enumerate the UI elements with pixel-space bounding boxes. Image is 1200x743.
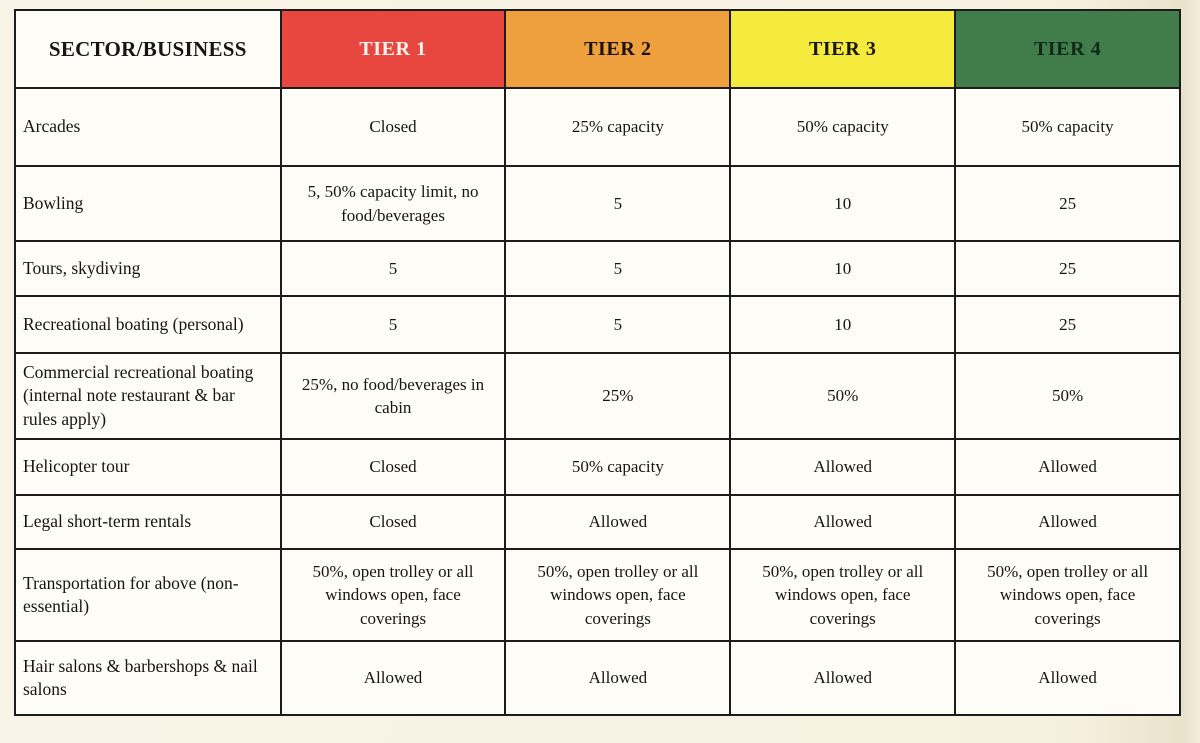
sector-cell: Legal short-term rentals bbox=[14, 494, 282, 550]
tier-2-value-cell: 25% capacity bbox=[504, 87, 732, 167]
tier-4-value-cell: 50% bbox=[954, 352, 1181, 440]
tier-4-value-cell: 50% capacity bbox=[954, 87, 1181, 167]
tier-3-value-cell: Allowed bbox=[729, 640, 957, 716]
tier-3-value-cell: 10 bbox=[729, 165, 957, 242]
tier-1-value-cell: 5, 50% capacity limit, no food/beverages bbox=[279, 165, 507, 242]
tier-1-value-cell: 5 bbox=[279, 240, 507, 297]
table-body: Arcades Closed 25% capacity 50% capacity 50%… bbox=[14, 87, 1181, 716]
tier-3-header: TIER 3 bbox=[729, 9, 957, 89]
sector-cell: Helicopter tour bbox=[14, 438, 282, 496]
sector-cell: Tours, skydiving bbox=[14, 240, 282, 297]
tier-4-value-cell: 50%, open trolley or all windows open, f… bbox=[954, 548, 1181, 642]
table-row: Tours, skydiving 5 5 10 25 bbox=[14, 240, 1181, 297]
tier-4-value-cell: Allowed bbox=[954, 640, 1181, 716]
table-row: Legal short-term rentals Closed Allowed All… bbox=[14, 494, 1181, 550]
table-row: Hair salons & barbershops & nail salons A… bbox=[14, 640, 1181, 716]
tier-1-value-cell: 25%, no food/beverages in cabin bbox=[279, 352, 507, 440]
tier-4-value-cell: 25 bbox=[954, 240, 1181, 297]
tier-4-value-cell: 25 bbox=[954, 165, 1181, 242]
table-row: Helicopter tour Closed 50% capacity Allowed… bbox=[14, 438, 1181, 496]
table-header-row: SECTOR/BUSINESS TIER 1 TIER 2 TIER 3 TIE… bbox=[14, 9, 1181, 89]
tier-2-value-cell: 5 bbox=[504, 165, 732, 242]
tier-1-header: TIER 1 bbox=[279, 9, 507, 89]
tier-1-value-cell: Closed bbox=[279, 87, 507, 167]
sector-cell: Bowling bbox=[14, 165, 282, 242]
sector-cell: Arcades bbox=[14, 87, 282, 167]
tier-3-value-cell: 50%, open trolley or all windows open, f… bbox=[729, 548, 957, 642]
tier-4-value-cell: Allowed bbox=[954, 438, 1181, 496]
tier-1-value-cell: Closed bbox=[279, 494, 507, 550]
sector-cell: Commercial recreational boating (interna… bbox=[14, 352, 282, 440]
tier-2-header: TIER 2 bbox=[504, 9, 732, 89]
tier-1-value-cell: 50%, open trolley or all windows open, f… bbox=[279, 548, 507, 642]
tier-4-value-cell: 25 bbox=[954, 295, 1181, 354]
table-row: Recreational boating (personal) 5 5 10 25 bbox=[14, 295, 1181, 354]
tier-2-value-cell: 5 bbox=[504, 295, 732, 354]
tier-1-value-cell: 5 bbox=[279, 295, 507, 354]
tier-3-value-cell: 50% capacity bbox=[729, 87, 957, 167]
tier-3-value-cell: Allowed bbox=[729, 438, 957, 496]
tier-2-value-cell: Allowed bbox=[504, 640, 732, 716]
tier-2-value-cell: 50% capacity bbox=[504, 438, 732, 496]
tier-3-value-cell: Allowed bbox=[729, 494, 957, 550]
tier-2-value-cell: 5 bbox=[504, 240, 732, 297]
sector-business-header: SECTOR/BUSINESS bbox=[14, 9, 282, 89]
tier-4-header: TIER 4 bbox=[954, 9, 1181, 89]
tier-2-value-cell: Allowed bbox=[504, 494, 732, 550]
tier-restrictions-table: SECTOR/BUSINESS TIER 1 TIER 2 TIER 3 TIE… bbox=[14, 9, 1181, 716]
tier-2-value-cell: 25% bbox=[504, 352, 732, 440]
sector-cell: Recreational boating (personal) bbox=[14, 295, 282, 354]
table-row: Bowling 5, 50% capacity limit, no food/be… bbox=[14, 165, 1181, 242]
tier-1-value-cell: Allowed bbox=[279, 640, 507, 716]
tier-3-value-cell: 10 bbox=[729, 295, 957, 354]
tier-3-value-cell: 10 bbox=[729, 240, 957, 297]
tier-1-value-cell: Closed bbox=[279, 438, 507, 496]
sector-cell: Transportation for above (non-essential) bbox=[14, 548, 282, 642]
table-row: Commercial recreational boating (interna… bbox=[14, 352, 1181, 440]
table-row: Arcades Closed 25% capacity 50% capacity 50%… bbox=[14, 87, 1181, 167]
tier-2-value-cell: 50%, open trolley or all windows open, f… bbox=[504, 548, 732, 642]
sector-cell: Hair salons & barbershops & nail salons bbox=[14, 640, 282, 716]
table-row: Transportation for above (non-essential)… bbox=[14, 548, 1181, 642]
tier-3-value-cell: 50% bbox=[729, 352, 957, 440]
tier-4-value-cell: Allowed bbox=[954, 494, 1181, 550]
